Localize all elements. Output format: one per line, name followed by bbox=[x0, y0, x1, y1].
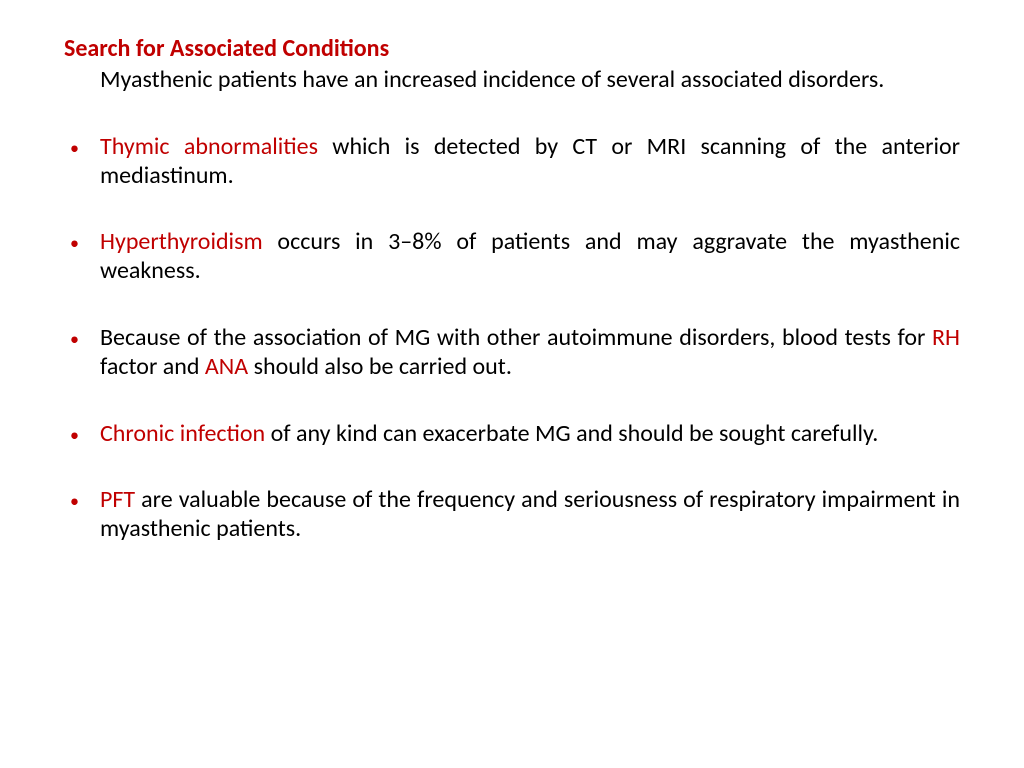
slide-title: Search for Associated Conditions bbox=[64, 34, 960, 63]
intro-paragraph: Myasthenic patients have an increased in… bbox=[64, 66, 960, 95]
highlight-term: Chronic infection bbox=[100, 419, 265, 448]
bullet-icon: • bbox=[64, 420, 100, 449]
list-item-rest: of any kind can exacerbate MG and should… bbox=[265, 419, 878, 448]
bullet-icon: • bbox=[64, 324, 100, 382]
list-item-text: PFT are valuable because of the frequenc… bbox=[100, 486, 960, 544]
list-item-text: Chronic infection of any kind can exacer… bbox=[100, 420, 960, 449]
list-item: • Hyperthyroidism occurs in 3–8% of pati… bbox=[64, 228, 960, 286]
list-item-pre: Because of the association of MG with ot… bbox=[100, 323, 932, 352]
list-item: • PFT are valuable because of the freque… bbox=[64, 486, 960, 544]
list-item-rest: should also be carried out. bbox=[248, 352, 512, 381]
list-item-text: Because of the association of MG with ot… bbox=[100, 324, 960, 382]
bullet-icon: • bbox=[64, 133, 100, 191]
highlight-term: Hyperthyroidism bbox=[100, 227, 263, 256]
list-item: • Because of the association of MG with … bbox=[64, 324, 960, 382]
list-item-mid: factor and bbox=[100, 352, 205, 381]
highlight-term: RH bbox=[932, 323, 960, 352]
highlight-term: Thymic abnormalities bbox=[100, 132, 318, 161]
highlight-term: ANA bbox=[205, 352, 248, 381]
list-item-text: Hyperthyroidism occurs in 3–8% of patien… bbox=[100, 228, 960, 286]
list-item-text: Thymic abnormalities which is detected b… bbox=[100, 133, 960, 191]
highlight-term: PFT bbox=[100, 485, 135, 514]
list-item: • Chronic infection of any kind can exac… bbox=[64, 420, 960, 449]
bullet-icon: • bbox=[64, 486, 100, 544]
list-item: • Thymic abnormalities which is detected… bbox=[64, 133, 960, 191]
bullet-icon: • bbox=[64, 228, 100, 286]
list-item-rest: are valuable because of the frequency an… bbox=[100, 485, 960, 543]
